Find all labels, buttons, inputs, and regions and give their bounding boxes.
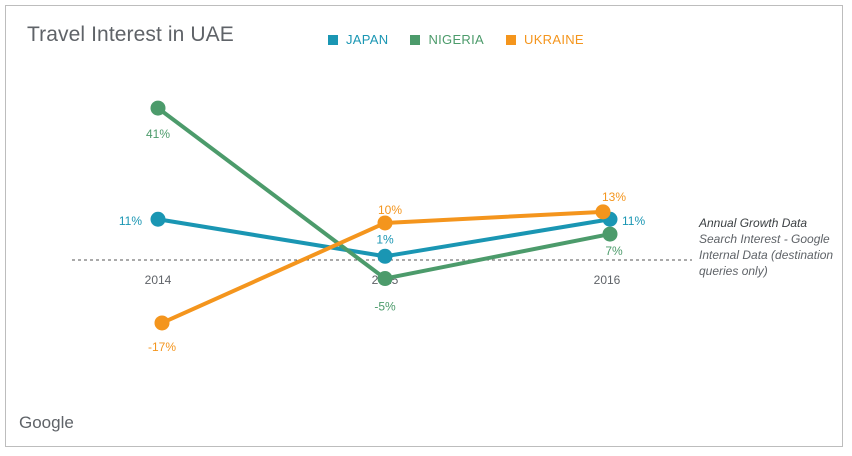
data-label-ukraine: 10% — [378, 203, 402, 217]
note-heading: Annual Growth Data — [699, 216, 808, 230]
data-label-nigeria: 41% — [146, 127, 170, 141]
data-point-japan — [377, 248, 393, 264]
data-point-ukraine — [595, 204, 611, 220]
note-body: Search Interest - Google Internal Data (… — [699, 232, 834, 278]
data-label-nigeria: 7% — [605, 244, 623, 258]
legend-item-japan: JAPAN — [328, 32, 388, 47]
legend-label-japan: JAPAN — [346, 32, 389, 47]
data-point-nigeria — [377, 271, 393, 287]
data-label-japan: 11% — [622, 214, 645, 228]
data-label-ukraine: -17% — [148, 340, 176, 354]
legend-item-ukraine: UKRAINE — [506, 32, 584, 47]
chart-title: Travel Interest in UAE — [27, 23, 234, 46]
data-point-japan — [150, 211, 166, 227]
x-tick-label: 2016 — [594, 273, 621, 287]
x-tick-label: 2014 — [145, 273, 172, 287]
data-label-japan: 11% — [119, 214, 142, 228]
data-point-ukraine — [377, 215, 393, 231]
legend-swatch-japan — [328, 34, 338, 45]
legend-item-nigeria: NIGERIA — [410, 32, 484, 47]
legend-label-ukraine: UKRAINE — [524, 32, 584, 47]
legend-label-nigeria: NIGERIA — [428, 32, 484, 47]
chart-card — [5, 5, 843, 447]
legend-swatch-nigeria — [410, 34, 421, 45]
data-point-ukraine — [154, 315, 170, 331]
legend-swatch-ukraine — [506, 34, 516, 45]
data-label-japan: 1% — [376, 232, 394, 246]
data-point-nigeria — [602, 226, 618, 242]
legend: JAPAN NIGERIA UKRAINE — [328, 32, 606, 47]
data-label-nigeria: -5% — [374, 300, 396, 314]
chart-note: Annual Growth Data Search Interest - Goo… — [699, 215, 834, 279]
data-point-nigeria — [150, 100, 166, 116]
google-logo: Google — [19, 413, 74, 432]
data-label-ukraine: 13% — [602, 190, 626, 204]
